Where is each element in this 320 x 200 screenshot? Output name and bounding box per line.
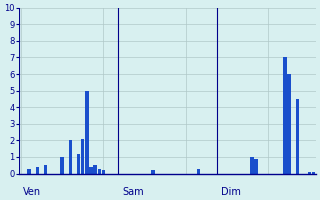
Bar (312, 172, 316, 174)
Bar (36, 167, 39, 174)
Bar (28, 169, 31, 174)
Bar (196, 169, 200, 174)
Bar (98, 169, 101, 174)
Text: Ven: Ven (23, 187, 41, 197)
Bar (93, 165, 97, 174)
Bar (60, 157, 64, 174)
Bar (283, 57, 286, 174)
Bar (69, 140, 72, 174)
Bar (77, 154, 80, 174)
Bar (89, 167, 93, 174)
Bar (44, 165, 47, 174)
Bar (102, 170, 105, 174)
Bar (287, 74, 291, 174)
Bar (308, 172, 311, 174)
Bar (254, 159, 258, 174)
Text: Dim: Dim (221, 187, 241, 197)
Bar (85, 91, 89, 174)
Bar (250, 157, 253, 174)
Bar (296, 99, 299, 174)
Text: Sam: Sam (122, 187, 144, 197)
Bar (81, 139, 84, 174)
Bar (151, 170, 155, 174)
